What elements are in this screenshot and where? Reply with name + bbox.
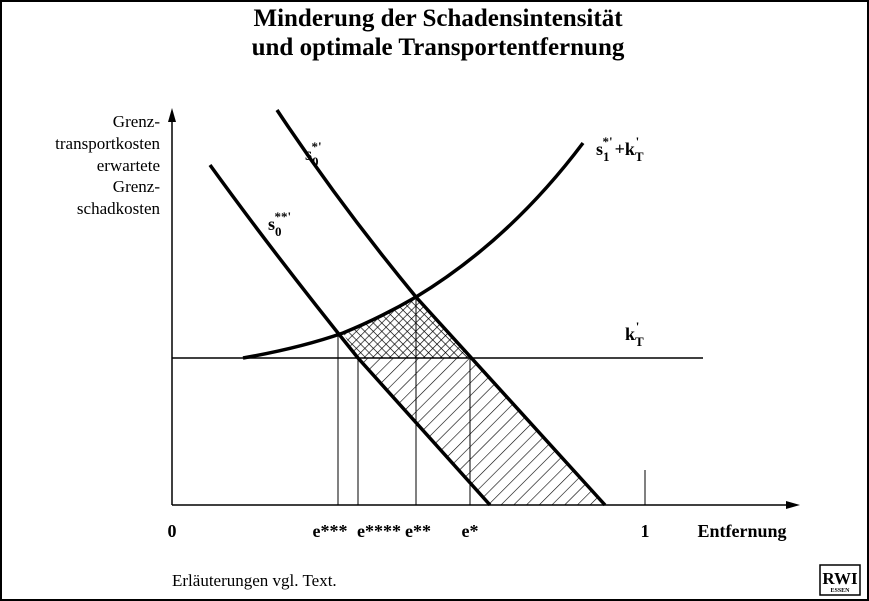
y-axis-label: transportkosten bbox=[55, 134, 160, 153]
logo-subtext: ESSEN bbox=[830, 588, 850, 594]
curve-label: s0*' bbox=[305, 139, 322, 169]
y-axis-label: schadkosten bbox=[77, 199, 161, 218]
curve-label: kT' bbox=[625, 319, 644, 349]
logo-text: RWI bbox=[822, 569, 858, 588]
x-axis-label: Entfernung bbox=[697, 521, 786, 541]
hatched-area bbox=[358, 358, 605, 505]
footnote: Erläuterungen vgl. Text. bbox=[172, 571, 337, 590]
title-line: Minderung der Schadensintensität bbox=[253, 5, 623, 32]
logo-box bbox=[819, 564, 861, 596]
arrow bbox=[168, 108, 176, 122]
crosshatched-area bbox=[343, 297, 470, 358]
arrow bbox=[786, 501, 800, 509]
curve-s0-star bbox=[275, 109, 607, 507]
y-axis-label: erwartete bbox=[97, 156, 160, 175]
curve-s0-2star bbox=[208, 163, 492, 507]
curve-label: s0**' bbox=[268, 209, 291, 239]
x-tick-label: e* bbox=[462, 521, 479, 541]
y-axis-label: Grenz- bbox=[113, 112, 161, 131]
x-tick-label: 0 bbox=[168, 521, 177, 541]
x-tick-label: e*** bbox=[313, 521, 348, 541]
y-axis-label: Grenz- bbox=[113, 177, 161, 196]
curve-label: s1*' +kT' bbox=[596, 134, 644, 164]
x-tick-label: e**** bbox=[357, 521, 401, 541]
x-tick-label: e** bbox=[405, 521, 431, 541]
x-tick-label: 1 bbox=[641, 521, 650, 541]
curve-s1-kT bbox=[242, 141, 585, 360]
title-line: und optimale Transportentfernung bbox=[252, 34, 625, 61]
